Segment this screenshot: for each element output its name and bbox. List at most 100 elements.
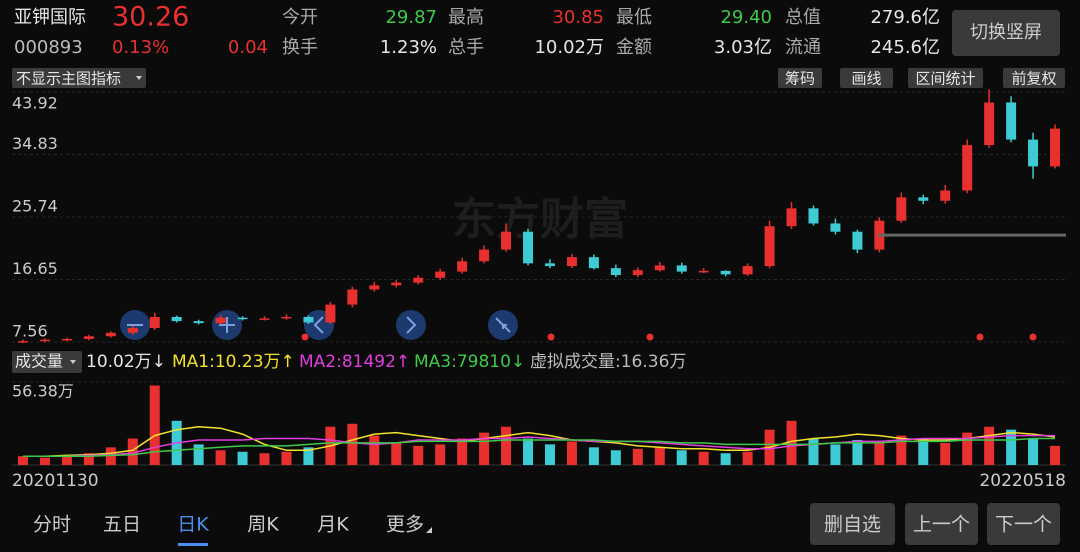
candle-body — [654, 265, 665, 271]
tool-button[interactable] — [908, 68, 983, 88]
switch-button[interactable] — [952, 10, 1060, 56]
action-label[interactable]: 上一个 — [913, 514, 970, 536]
volume-bar — [413, 445, 424, 465]
volume-bar — [698, 451, 709, 465]
candle-body — [698, 270, 709, 273]
volume-bar — [566, 441, 577, 465]
ma-line — [23, 425, 1056, 457]
tab[interactable]: 分时 — [33, 514, 71, 536]
legend-virtual: 虚拟成交量:16.36万 — [530, 352, 686, 372]
tool-label[interactable]: 画线 — [851, 70, 881, 88]
action-label[interactable]: 下一个 — [995, 514, 1052, 536]
volume-bar — [632, 448, 643, 465]
candle-body — [676, 265, 687, 272]
tab[interactable]: 更多 — [386, 514, 424, 536]
volume-bar — [347, 423, 358, 465]
tool-button[interactable] — [778, 68, 822, 88]
candle-body — [259, 318, 270, 320]
volume-bar — [962, 432, 973, 465]
scroll-right[interactable] — [396, 310, 426, 340]
candle-body — [149, 316, 160, 328]
volume-bar — [742, 451, 753, 465]
indicator-label[interactable]: 不显示主图指标 — [16, 70, 121, 88]
y-tick-label: 34.83 — [12, 134, 58, 153]
tab[interactable]: 月K — [317, 514, 349, 536]
tool-button[interactable] — [1003, 68, 1065, 88]
candle-body — [610, 268, 621, 276]
volume-bar — [17, 456, 28, 465]
action-button[interactable] — [905, 503, 978, 545]
candle-body — [1028, 139, 1039, 167]
tab[interactable]: 五日 — [103, 514, 141, 536]
volume-bar — [501, 426, 512, 465]
candle-body — [962, 145, 973, 191]
event-dot — [976, 333, 984, 341]
candle-body — [215, 317, 226, 324]
candle-body — [435, 271, 446, 278]
field-label: 金额 — [616, 37, 652, 58]
volume-bar — [237, 451, 248, 465]
tool-label[interactable]: 筹码 — [785, 70, 815, 88]
candle-body — [237, 317, 248, 320]
candle-body — [896, 197, 907, 221]
nav-buttons — [120, 310, 518, 340]
volume-bar — [369, 435, 380, 465]
candle-body — [786, 208, 797, 227]
volume-bar — [303, 447, 314, 465]
candle-body — [303, 316, 314, 323]
volume-bar — [105, 447, 116, 465]
action-button[interactable] — [810, 503, 895, 545]
volume-bar — [523, 438, 534, 465]
candle-body — [457, 261, 468, 272]
ma-line — [23, 437, 1055, 457]
volume-bar — [281, 451, 292, 465]
candle-body — [523, 231, 534, 264]
volume-bar — [457, 438, 468, 465]
volume-bar — [391, 442, 402, 465]
event-dot — [646, 333, 654, 341]
candle-body — [193, 321, 204, 324]
y-tick-label: 16.65 — [12, 259, 58, 278]
volume-selector[interactable] — [12, 351, 82, 373]
field-label: 总值 — [785, 7, 821, 28]
volume-bar — [1050, 445, 1061, 465]
candle-body — [325, 304, 336, 323]
field-value: 29.40 — [720, 7, 772, 28]
tool-label[interactable]: 前复权 — [1011, 70, 1056, 88]
volume-bar — [852, 439, 863, 465]
tab[interactable]: 日K — [177, 514, 209, 536]
candle-body — [369, 285, 380, 290]
field-value: 1.23% — [380, 37, 437, 58]
action-label[interactable]: 删自选 — [824, 514, 881, 536]
tab[interactable]: 周K — [247, 514, 279, 536]
switch-label[interactable]: 切换竖屏 — [970, 22, 1042, 43]
field-label: 最高 — [448, 7, 484, 28]
candle-body — [632, 270, 643, 276]
candle-body — [588, 257, 599, 269]
candle-body — [479, 249, 490, 262]
event-dot — [1029, 333, 1037, 341]
candle-body — [808, 208, 819, 224]
tool-button[interactable] — [840, 68, 893, 88]
indicator-button[interactable] — [12, 68, 146, 88]
volume-bar — [588, 447, 599, 465]
volume-bar — [940, 442, 951, 465]
legend-title[interactable]: 成交量 — [15, 352, 63, 371]
volume-bar — [786, 420, 797, 465]
volume-bar — [39, 457, 50, 465]
volume-bar — [83, 453, 94, 465]
event-dot — [547, 333, 555, 341]
field-value: 30.85 — [552, 7, 604, 28]
candle-body — [127, 327, 138, 333]
action-button[interactable] — [987, 503, 1060, 545]
stock-code: 000893 — [14, 37, 83, 58]
stock-price: 30.26 — [112, 2, 189, 33]
candle-body — [566, 257, 577, 267]
volume-bar — [193, 444, 204, 465]
nav-icons — [127, 316, 511, 334]
volume-bar — [259, 453, 270, 465]
end-date: 20220518 — [979, 471, 1066, 491]
tool-label[interactable]: 区间统计 — [915, 70, 975, 88]
